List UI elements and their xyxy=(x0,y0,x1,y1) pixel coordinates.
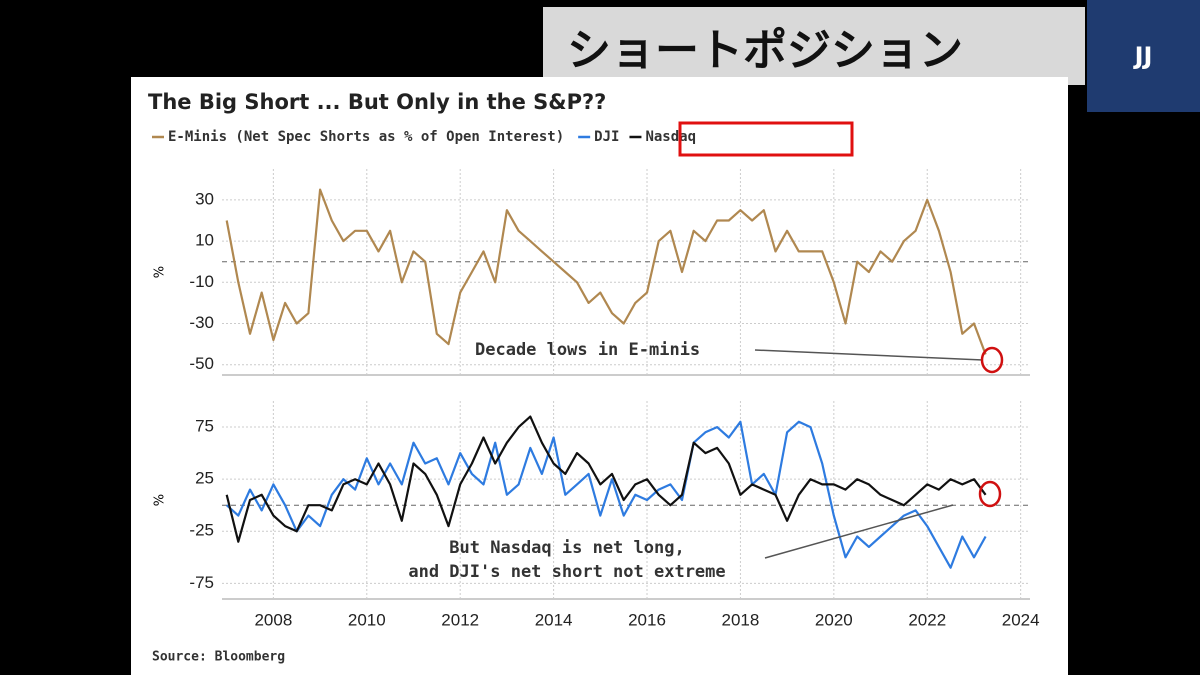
x-tick-label: 2022 xyxy=(908,610,946,629)
y-tick-label: -50 xyxy=(189,354,214,373)
chart-background xyxy=(131,77,1068,675)
source: Source: Bloomberg xyxy=(152,650,285,665)
y-tick-label: 10 xyxy=(195,231,214,250)
y-tick-label: -75 xyxy=(189,573,214,592)
badge: JJ xyxy=(1087,0,1200,112)
chart: The Big Short ... But Only in the S&P?? … xyxy=(131,77,1068,675)
x-tick-label: 2020 xyxy=(815,610,853,629)
series-line xyxy=(225,188,987,355)
x-tick-label: 2014 xyxy=(535,610,573,629)
legend-label: Nasdaq xyxy=(645,129,696,145)
annotation-leader xyxy=(754,349,984,361)
y-tick-label: 25 xyxy=(195,469,214,488)
annotation-leader xyxy=(764,504,954,559)
legend-highlight xyxy=(678,121,854,157)
y-tick-label: -25 xyxy=(189,521,214,540)
y-axis-label: % xyxy=(153,266,168,278)
banner-title: ショートポジション xyxy=(543,7,1085,85)
x-tick-label: 2008 xyxy=(254,610,292,629)
chart-title: The Big Short ... But Only in the S&P?? xyxy=(148,90,606,114)
x-tick-label: 2016 xyxy=(628,610,666,629)
x-tick-label: 2012 xyxy=(441,610,479,629)
y-tick-label: 75 xyxy=(195,417,214,436)
y-axis-label: % xyxy=(153,494,168,506)
highlight-circle xyxy=(978,480,1002,508)
series-line xyxy=(225,420,987,569)
x-tick-label: 2024 xyxy=(1002,610,1040,629)
annotation: But Nasdaq is net long, xyxy=(449,538,684,558)
x-tick-label: 2018 xyxy=(722,610,760,629)
y-tick-label: -10 xyxy=(189,272,214,291)
annotation: Decade lows in E-minis xyxy=(475,340,700,360)
highlight-circle xyxy=(980,346,1004,374)
x-tick-label: 2010 xyxy=(348,610,386,629)
y-tick-label: -30 xyxy=(189,313,214,332)
series-line xyxy=(225,415,987,543)
legend-label: E-Minis (Net Spec Shorts as % of Open In… xyxy=(168,129,564,145)
legend-label: DJI xyxy=(594,129,619,145)
annotation: and DJI's net short not extreme xyxy=(408,562,725,582)
y-tick-label: 30 xyxy=(195,189,214,208)
